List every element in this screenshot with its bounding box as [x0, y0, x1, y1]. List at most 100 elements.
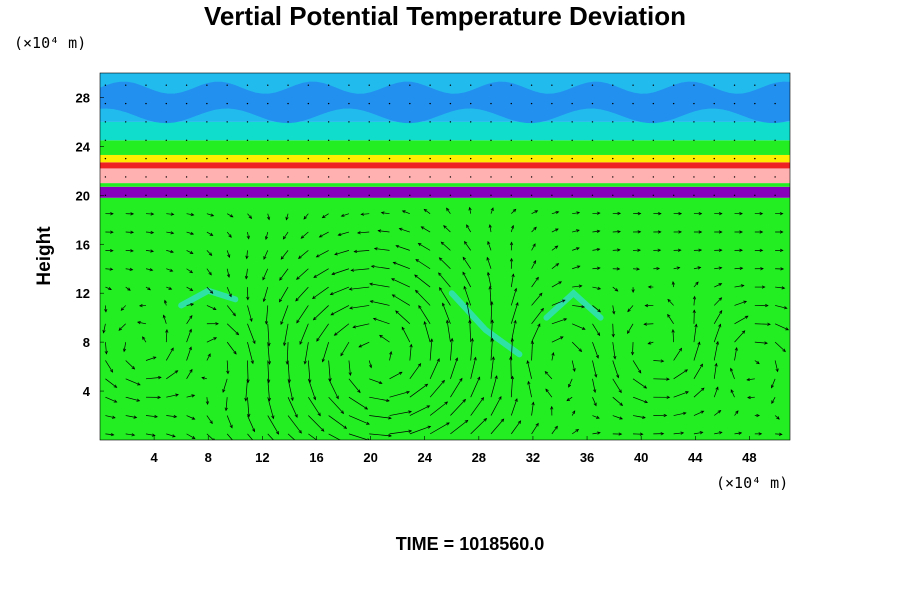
wind-dot	[490, 102, 492, 105]
wind-vector	[145, 250, 154, 252]
wind-vector-head	[313, 274, 317, 278]
wind-dot	[307, 157, 310, 160]
wind-vector-head	[340, 410, 345, 414]
wind-vector-head	[637, 211, 642, 216]
wind-vector-head	[558, 281, 563, 285]
wind-vector-head	[593, 389, 597, 394]
wind-vector-head	[426, 405, 431, 409]
wind-vector-head	[494, 375, 498, 379]
wind-vector-head	[191, 435, 196, 439]
wind-dot	[246, 176, 249, 178]
wind-dot	[185, 176, 188, 178]
wind-vector-head	[104, 308, 108, 313]
wind-vector-head	[612, 310, 616, 315]
wind-vector	[592, 378, 596, 393]
wind-dot	[713, 157, 715, 160]
wind-dot	[388, 121, 391, 123]
wind-vector	[734, 285, 744, 288]
wind-vector	[713, 297, 722, 306]
wind-dot	[449, 176, 452, 178]
wind-vector	[298, 250, 309, 259]
wind-dot	[530, 157, 533, 160]
wind-dot	[287, 176, 289, 178]
wind-dot	[267, 102, 269, 105]
field-band-0	[100, 197, 790, 440]
wind-vector-head	[150, 249, 154, 253]
wind-vector	[287, 397, 298, 418]
wind-vector-head	[663, 413, 668, 418]
wind-dot	[470, 157, 472, 160]
wind-vector-head	[296, 319, 300, 324]
wind-vector	[123, 342, 127, 352]
wind-vector	[531, 210, 538, 214]
wind-dot	[672, 176, 675, 178]
wind-vector-head	[759, 248, 764, 252]
wind-vector-head	[228, 293, 232, 298]
wind-vector-head	[551, 352, 555, 356]
wind-vector	[330, 305, 350, 316]
wind-dot	[348, 176, 350, 178]
wind-vector-head	[151, 433, 156, 437]
wind-vector-head	[423, 208, 428, 213]
wind-vector	[247, 415, 255, 432]
wind-vector	[730, 368, 735, 379]
wind-vector-head	[440, 241, 445, 246]
wind-dot	[327, 121, 330, 123]
wind-vector-head	[776, 416, 780, 420]
wind-vector-head	[323, 444, 326, 447]
wind-vector-head	[439, 286, 443, 291]
wind-vector-head	[455, 357, 459, 361]
wind-dot	[754, 176, 756, 178]
wind-dot	[185, 102, 188, 105]
field-streak-1	[448, 290, 523, 358]
wind-vector	[369, 433, 392, 437]
wind-vector	[693, 387, 705, 398]
wind-dot	[267, 84, 269, 86]
wind-vector	[206, 397, 209, 405]
wind-vector	[592, 230, 600, 233]
wind-vector	[105, 415, 116, 419]
wind-vector	[551, 352, 554, 361]
wind-vector-head	[466, 224, 470, 228]
wind-vector	[246, 250, 248, 259]
wind-vector	[125, 286, 131, 291]
wind-vector-head	[534, 210, 539, 214]
wind-vector-head	[575, 429, 580, 433]
wind-vector	[713, 341, 719, 361]
wind-vector	[328, 360, 331, 382]
wind-dot	[388, 139, 391, 141]
wind-vector-head	[264, 321, 269, 325]
wind-vector-head	[578, 284, 583, 288]
wind-vector	[393, 262, 410, 270]
wind-vector-head	[208, 271, 212, 276]
wind-vector-head	[464, 419, 469, 424]
x-tick-label: 40	[634, 450, 648, 465]
wind-dot	[429, 157, 431, 160]
wind-vector	[443, 225, 451, 233]
wind-vector	[415, 259, 431, 270]
y-tick-label: 24	[76, 139, 91, 154]
wind-vector	[340, 341, 350, 356]
wind-vector-head	[531, 401, 535, 406]
field-band-5	[100, 154, 790, 163]
wind-vector-head	[201, 376, 206, 380]
wind-vector-head	[647, 285, 652, 289]
wind-vector-head	[735, 410, 739, 414]
wind-dot	[733, 194, 736, 197]
wind-vector-head	[246, 235, 250, 240]
wind-dot	[571, 157, 573, 160]
wind-vector-head	[667, 298, 671, 303]
wind-dot	[307, 121, 310, 123]
wind-vector-head	[764, 341, 768, 345]
field-band-4	[100, 162, 790, 169]
wind-vector	[166, 433, 176, 437]
wind-vector-head	[581, 326, 586, 330]
wind-dot	[368, 176, 370, 178]
wind-vector-head	[718, 323, 722, 328]
wind-vector	[120, 305, 126, 311]
wind-vector-head	[414, 274, 418, 278]
wind-vector-head	[618, 389, 622, 394]
wind-vector	[125, 250, 134, 252]
wind-dot	[409, 121, 411, 123]
wind-vector-head	[127, 287, 131, 291]
